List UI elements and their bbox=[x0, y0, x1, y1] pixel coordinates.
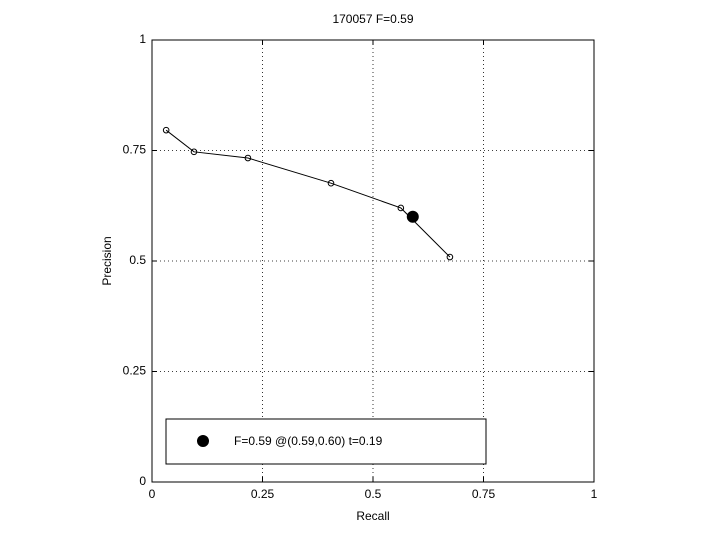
legend-box bbox=[165, 418, 487, 465]
plot-frame bbox=[151, 39, 595, 483]
x-tick-label: 0.5 bbox=[365, 487, 382, 501]
y-tick-label: 0.75 bbox=[123, 143, 147, 157]
x-tick-label: 0.25 bbox=[251, 487, 275, 501]
point bbox=[162, 126, 170, 134]
legend-marker bbox=[197, 435, 209, 447]
y-tick-label: 0.25 bbox=[123, 364, 147, 378]
point bbox=[327, 179, 335, 187]
x-tick-label: 0.75 bbox=[472, 487, 496, 501]
y-tick-label: 0.5 bbox=[129, 253, 146, 267]
x-axis-label: Recall bbox=[356, 509, 389, 523]
x-tick-label: 0 bbox=[149, 487, 156, 501]
point bbox=[190, 148, 198, 156]
legend-label: F=0.59 @(0.59,0.60) t=0.19 bbox=[234, 434, 383, 448]
point bbox=[244, 154, 252, 162]
y-tick-label: 1 bbox=[139, 32, 146, 46]
best-point bbox=[406, 210, 419, 223]
y-tick-label: 0 bbox=[139, 474, 146, 488]
chart-title: 170057 F=0.59 bbox=[332, 12, 413, 26]
point bbox=[446, 253, 454, 261]
x-tick-label: 1 bbox=[591, 487, 598, 501]
point bbox=[397, 204, 405, 212]
y-axis-label: Precision bbox=[100, 236, 114, 285]
